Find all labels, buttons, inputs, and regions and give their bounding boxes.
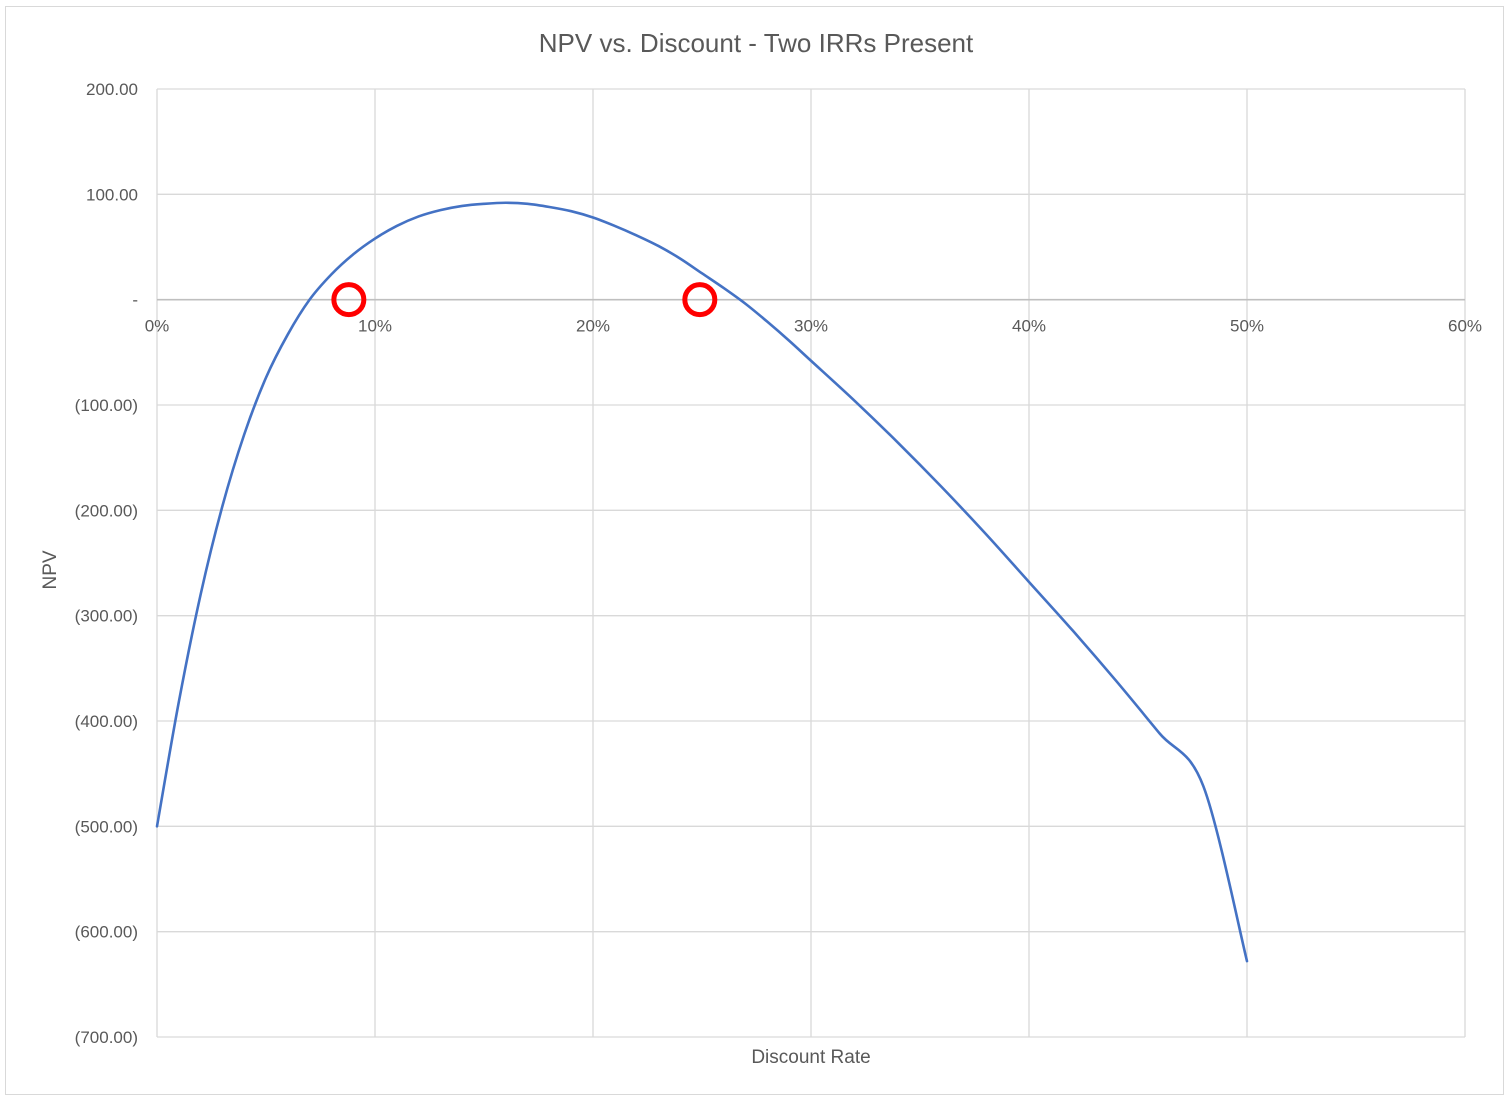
y-tick-label: (300.00) (75, 607, 138, 626)
series-line (155, 201, 1249, 963)
x-tick-label: 50% (1230, 317, 1264, 336)
y-tick-label: 100.00 (86, 185, 138, 204)
y-tick-label: (600.00) (75, 923, 138, 942)
y-tick-label: 200.00 (86, 80, 138, 99)
x-tick-label: 20% (576, 317, 610, 336)
y-tick-label: (500.00) (75, 817, 138, 836)
x-tick-label: 0% (145, 317, 170, 336)
y-tick-label: - (132, 291, 138, 310)
y-tick-label: (700.00) (75, 1028, 138, 1047)
annotation-layer (331, 282, 718, 318)
grid-layer (156, 88, 1466, 1038)
y-tick-label: (200.00) (75, 501, 138, 520)
y-tick-label: (400.00) (75, 712, 138, 731)
y-axis-title: NPV (40, 550, 61, 589)
irr-highlight-circle (682, 282, 718, 318)
irr-highlight-circle (331, 282, 367, 318)
chart-frame: 200.00 100.00 - (100.00) (200.00) (300.00) (40… (5, 6, 1504, 1095)
tick-layer: 200.00 100.00 - (100.00) (200.00) (300.00) (40… (75, 80, 1482, 1047)
x-axis-title: Discount Rate (751, 1047, 870, 1068)
x-tick-label: 40% (1012, 317, 1046, 336)
chart-title: NPV vs. Discount - Two IRRs Present (539, 28, 974, 58)
x-tick-label: 10% (358, 317, 392, 336)
series-layer (155, 201, 1249, 963)
chart-svg: 200.00 100.00 - (100.00) (200.00) (300.00) (40… (40, 28, 1482, 1068)
y-tick-label: (100.00) (75, 396, 138, 415)
x-tick-label: 30% (794, 317, 828, 336)
x-tick-label: 60% (1448, 317, 1482, 336)
